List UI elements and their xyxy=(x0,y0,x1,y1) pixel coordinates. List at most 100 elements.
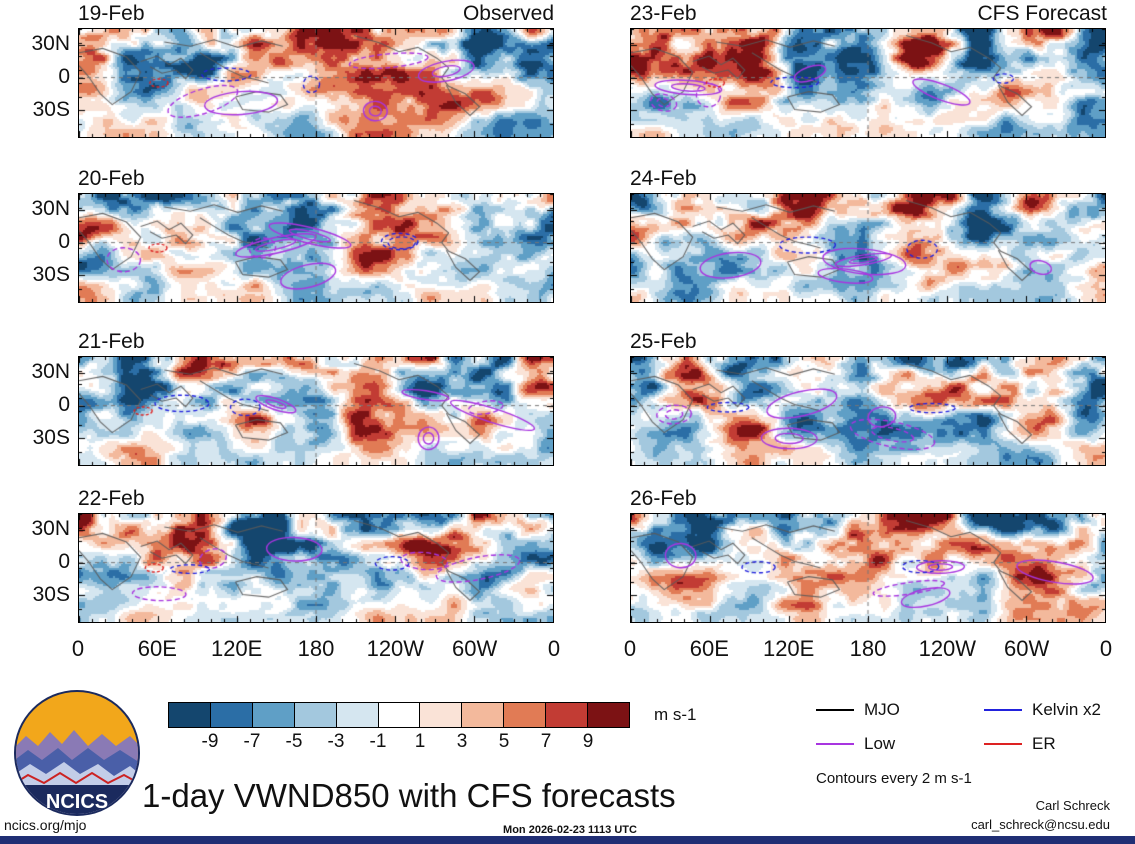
x-axis-label: 120E xyxy=(210,636,263,661)
y-axis-label: 0 xyxy=(58,229,70,253)
map-panel-23feb: 23-Feb xyxy=(630,2,1106,138)
y-axis-label: 0 xyxy=(58,392,70,416)
kelvin-line-swatch xyxy=(984,709,1022,711)
colorbar-tick-label: -3 xyxy=(327,731,345,752)
colorbar-segment xyxy=(588,703,629,727)
colorbar-units-label: m s-1 xyxy=(654,705,697,724)
map-panel-22feb: 22-Feb xyxy=(78,487,554,623)
ncics-logo: NCICS xyxy=(14,690,140,816)
logo-red-line xyxy=(16,771,138,786)
y-axis-label: 30S xyxy=(32,97,70,121)
y-axis-label: 30N xyxy=(31,196,70,220)
legend-entry-low: Low xyxy=(816,734,895,754)
low-line-swatch xyxy=(816,743,854,745)
map-canvas xyxy=(630,28,1106,138)
colorbar xyxy=(168,702,630,728)
colorbar-segment xyxy=(420,703,463,727)
x-axis-label: 60W xyxy=(452,636,498,661)
x-axis-label: 60E xyxy=(689,636,729,661)
map-canvas xyxy=(78,513,554,623)
column-header-observed: Observed xyxy=(462,2,554,25)
x-axis-label: 60W xyxy=(1004,636,1050,661)
colorbar-tick-label: 7 xyxy=(540,731,552,752)
map-panel-26feb: 26-Feb xyxy=(630,487,1106,623)
panel-date: 23-Feb xyxy=(630,2,697,25)
colorbar-segment xyxy=(462,703,505,727)
map-canvas xyxy=(78,356,554,466)
mjo-line-swatch xyxy=(816,709,854,711)
x-axis-left: 0 60E 120E 180 120W 60W 0 xyxy=(72,636,560,662)
y-axis-label: 30N xyxy=(31,31,70,55)
panel-date: 20-Feb xyxy=(78,167,145,190)
colorbar-tick-label: -5 xyxy=(285,731,303,752)
colorbar-tick-label: 3 xyxy=(456,731,468,752)
panel-date: 21-Feb xyxy=(78,330,145,353)
bottom-bar xyxy=(0,836,1135,844)
map-canvas xyxy=(78,28,554,138)
colorbar-segment xyxy=(169,703,211,727)
y-axis-label: 30S xyxy=(32,262,70,286)
y-axis-label: 30S xyxy=(32,582,70,606)
y-axis-label: 30S xyxy=(32,425,70,449)
x-axis-label: 0 xyxy=(547,636,561,661)
x-axis-label: 120W xyxy=(366,636,425,661)
er-line-swatch xyxy=(984,743,1022,745)
colorbar-segment xyxy=(252,703,295,727)
map-panel-25feb: 25-Feb xyxy=(630,330,1106,466)
x-axis-label: 120E xyxy=(762,636,815,661)
colorbar-tick-label: 9 xyxy=(582,731,594,752)
colorbar-segment xyxy=(546,703,589,727)
panel-date: 22-Feb xyxy=(78,487,145,510)
colorbar-segment xyxy=(378,703,421,727)
colorbar-segment xyxy=(336,703,379,727)
x-axis-right: 0 60E 120E 180 120W 60W 0 xyxy=(624,636,1112,662)
legend-entry-kelvin: Kelvin x2 xyxy=(984,700,1101,720)
credit-name: Carl Schreck xyxy=(1035,798,1110,813)
colorbar-segment xyxy=(294,703,337,727)
credit-email: carl_schreck@ncsu.edu xyxy=(971,817,1110,832)
x-axis-label: 120W xyxy=(918,636,977,661)
panel-date: 24-Feb xyxy=(630,167,697,190)
legend-label-low: Low xyxy=(864,734,896,753)
y-axis-label: 30N xyxy=(31,516,70,540)
colorbar-segment xyxy=(504,703,547,727)
map-panel-21feb: 21-Feb xyxy=(78,330,554,466)
legend-entry-er: ER xyxy=(984,734,1056,754)
y-axis-label: 30N xyxy=(31,359,70,383)
footer-url: ncics.org/mjo xyxy=(4,817,87,833)
colorbar-segment xyxy=(210,703,253,727)
y-axis-label: 0 xyxy=(58,64,70,88)
x-axis-label: 180 xyxy=(297,636,335,661)
legend-entry-mjo: MJO xyxy=(816,700,900,720)
contour-interval-note: Contours every 2 m s-1 xyxy=(816,770,972,787)
colorbar-tick-label: -1 xyxy=(369,731,387,752)
map-panel-19feb: 19-Feb xyxy=(78,2,554,138)
map-panel-20feb: 20-Feb xyxy=(78,167,554,303)
map-canvas xyxy=(78,193,554,303)
x-axis-label: 0 xyxy=(1099,636,1113,661)
column-header-cfs-forecast: CFS Forecast xyxy=(977,2,1107,25)
map-panel-24feb: 24-Feb xyxy=(630,167,1106,303)
panel-date: 19-Feb xyxy=(78,2,145,25)
map-canvas xyxy=(630,356,1106,466)
x-axis-label: 0 xyxy=(623,636,637,661)
x-axis-label: 60E xyxy=(137,636,177,661)
y-axis-label: 0 xyxy=(58,549,70,573)
legend-label-er: ER xyxy=(1032,734,1056,753)
logo-text: NCICS xyxy=(46,791,108,813)
panel-date: 26-Feb xyxy=(630,487,697,510)
colorbar-tick-label: 5 xyxy=(498,731,510,752)
map-canvas xyxy=(630,513,1106,623)
colorbar-tick-label: 1 xyxy=(414,731,426,752)
figure-title: 1-day VWND850 with CFS forecasts xyxy=(142,777,676,814)
x-axis-label: 180 xyxy=(849,636,887,661)
legend-label-kelvin: Kelvin x2 xyxy=(1032,700,1101,719)
colorbar-tick-labels: -9 -7 -5 -3 -1 1 3 5 7 9 xyxy=(168,731,630,755)
legend-label-mjo: MJO xyxy=(864,700,900,719)
panel-date: 25-Feb xyxy=(630,330,697,353)
x-axis-label: 0 xyxy=(71,636,85,661)
colorbar-tick-label: -9 xyxy=(201,731,219,752)
map-canvas xyxy=(630,193,1106,303)
colorbar-tick-label: -7 xyxy=(243,731,261,752)
footer-timestamp: Mon 2026-02-23 1113 UTC xyxy=(503,824,637,836)
